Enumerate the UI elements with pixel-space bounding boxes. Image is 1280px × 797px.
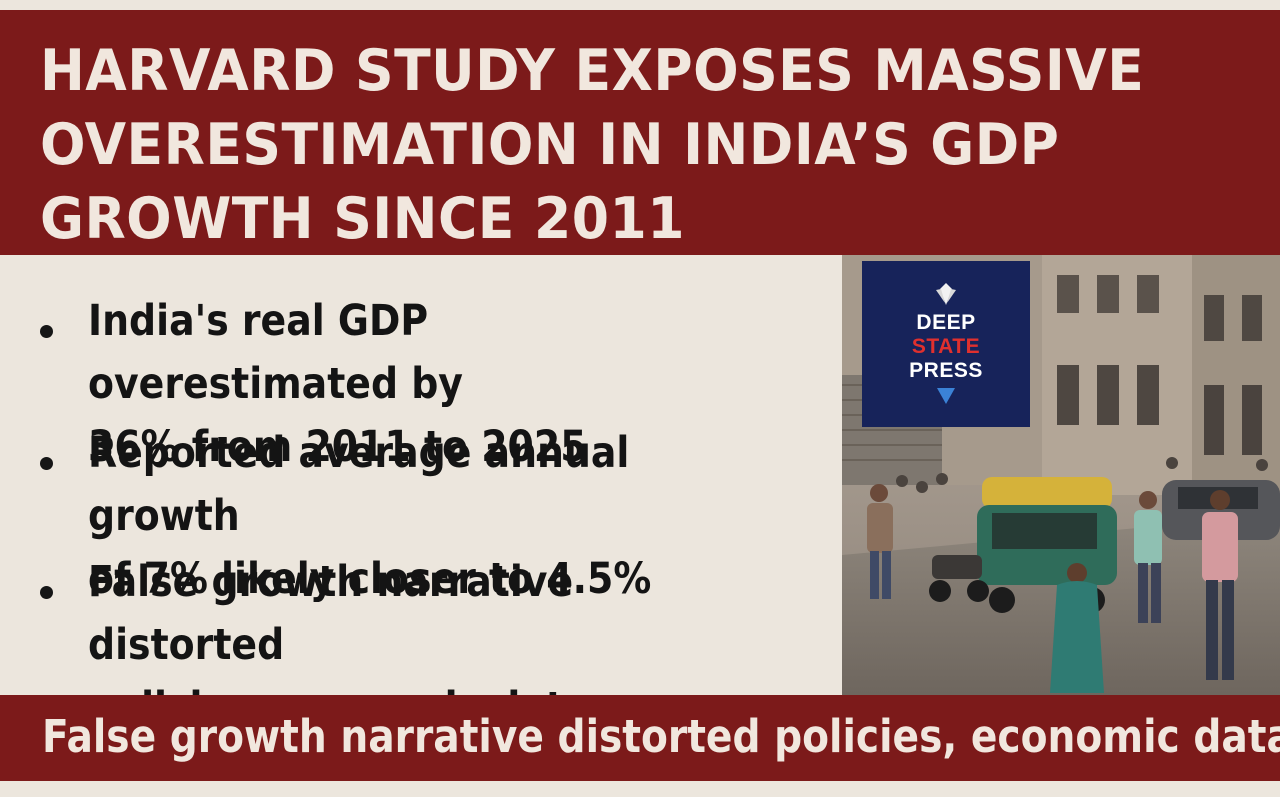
deep-state-press-logo: DEEP STATE PRESS: [862, 261, 1030, 427]
street-photo: [842, 255, 1280, 695]
down-arrow-icon: [937, 388, 955, 404]
top-border: [0, 0, 1280, 10]
caption-banner: False growth narrative distorted policie…: [0, 695, 1280, 781]
bullet-panel: India's real GDP overestimated by 36% fr…: [0, 255, 842, 733]
headline-banner: HARVARD STUDY EXPOSES MASSIVE OVERESTIMA…: [0, 10, 1280, 255]
logo-text-deep: DEEP: [916, 311, 976, 334]
bullet-dot: [40, 586, 53, 599]
logo-text-state: STATE: [911, 335, 981, 358]
bullet-text: India's real GDP overestimated by 36% fr…: [88, 296, 587, 472]
headline: HARVARD STUDY EXPOSES MASSIVE OVERESTIMA…: [40, 38, 1145, 252]
logo-emblem-icon: [936, 283, 956, 305]
logo-text-press: PRESS: [909, 359, 983, 382]
bullet-text: Reported average annual growth of 7% lik…: [88, 428, 652, 604]
bottom-caption: False growth narrative distorted policie…: [42, 710, 1280, 763]
bullet-dot: [40, 325, 53, 338]
street-scene-illustration: [842, 255, 1280, 695]
bullet-dot: [40, 457, 53, 470]
bottom-border: [0, 781, 1280, 797]
